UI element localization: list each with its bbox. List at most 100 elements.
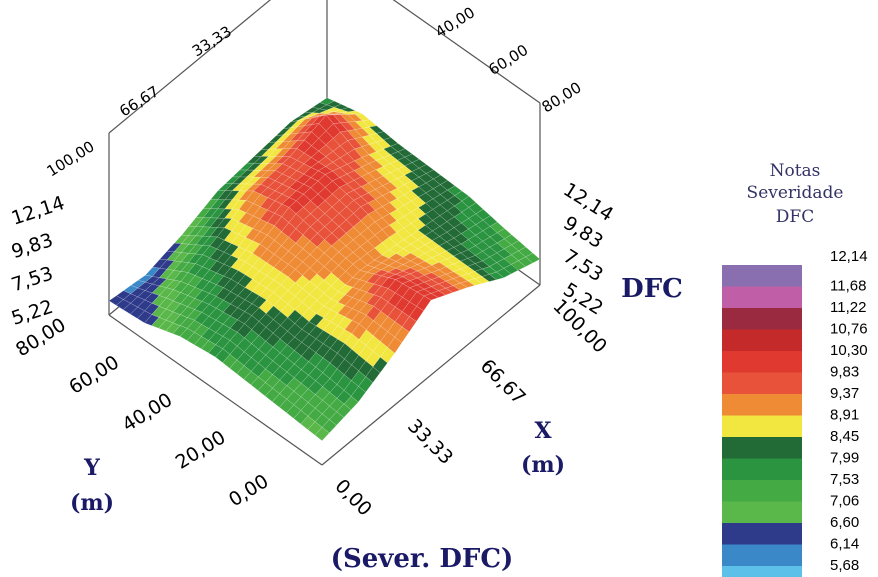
surface-cell [144,314,160,326]
legend-level-label: 7,53 [830,471,859,488]
surface-cell [482,236,498,248]
legend-level-label: 7,99 [830,450,859,467]
z-tick-label: 12,14 [9,192,68,230]
legend-swatch [722,372,802,394]
surface-cell [410,207,427,220]
surface-cell [273,271,289,285]
surface-cell [272,338,288,354]
surface-cell [453,233,469,245]
legend-level-label: 11,68 [830,278,866,295]
legend-level-label: 11,22 [830,299,866,316]
legend-swatch [722,523,802,545]
surface-cell [496,228,513,240]
surface-cell [108,295,124,306]
surface-cell [194,301,210,313]
surface-cell [244,278,260,292]
surface-cell [380,271,397,278]
surface-cell [222,340,238,355]
surface-cell [347,121,363,130]
surface-cell [237,261,253,276]
x-axis-title: X [534,418,552,444]
surface [108,97,541,442]
legend-swatch [722,265,802,287]
surface-cell [353,196,369,208]
surface-cell [314,399,330,415]
legend-level-label: 12,14 [830,248,868,265]
surface-cell [271,393,288,408]
surface-cell [304,116,320,126]
axis-box-line [392,0,541,104]
back-x-tick-label: 33,33 [189,22,235,60]
legend-level-label: 10,30 [830,342,868,359]
surface-cell [466,278,483,286]
surface-cell [339,140,355,154]
surface-cell [321,405,338,420]
surface-cell [338,245,354,259]
surface-cell [445,285,461,293]
surface-cell [301,294,317,309]
surface-cell [339,173,355,185]
surface-cell [314,427,330,442]
surface-cell [375,131,392,141]
z-axis-title: DFC [621,274,683,304]
surface-cell [425,169,442,180]
surface-cell [325,114,342,124]
surface-cell [321,419,337,434]
surface-cell [300,415,316,430]
surface-cell [243,370,259,386]
legend-level-label: 5,68 [830,557,859,574]
surface-cell [373,254,390,264]
surface-cell [302,213,318,228]
surface-cell [281,222,297,238]
surface-cell [237,249,254,263]
surface-cell [208,332,224,346]
surface-cell [289,148,305,161]
surface-cell [354,113,371,121]
surface-cell [281,176,298,188]
z-tick-label-right: 7,53 [559,245,607,286]
legend-level-label: 7,06 [830,493,859,510]
surface-cell [317,200,333,214]
surface-cell [374,206,391,219]
surface-cell [172,325,188,337]
surface-cell [166,270,182,281]
surface-cell [264,387,280,403]
surface-cell [351,300,368,313]
surface-cell [453,243,469,254]
surface-cell [397,156,413,167]
axis-box-line [108,314,323,466]
surface-cell [280,290,296,305]
surface-cell [215,287,232,301]
surface-cell [253,148,270,157]
surface-cell [446,205,463,218]
legend-swatch [722,458,802,480]
surface-cell [430,290,447,298]
legend-swatch [722,480,802,502]
surface-cell [345,212,362,228]
back-y-tick-label: 60,00 [485,41,531,79]
surface-cell [503,254,519,265]
surface-cell [460,228,477,240]
surface-cell [216,275,232,289]
surface-cell [151,306,167,318]
legend-swatch [722,351,802,373]
legend-swatch [722,308,802,330]
back-y-tick-label: 20,00 [379,0,425,4]
surface-cell [186,309,203,321]
surface-cell [281,207,297,223]
surface-cell [144,302,160,315]
surface-cell [307,380,324,395]
surface-cell [304,107,321,113]
surface-cell [280,250,296,265]
surface-cell [187,286,203,299]
surface-cell [379,347,396,364]
surface-cell [250,349,267,364]
legend-swatch [722,501,802,523]
surface-cell [474,260,491,270]
surface-cell [279,330,295,346]
legend-swatch [722,544,802,566]
surface-cell [347,138,363,150]
y-tick-label: 40,00 [118,389,176,436]
surface-cell [380,265,397,273]
